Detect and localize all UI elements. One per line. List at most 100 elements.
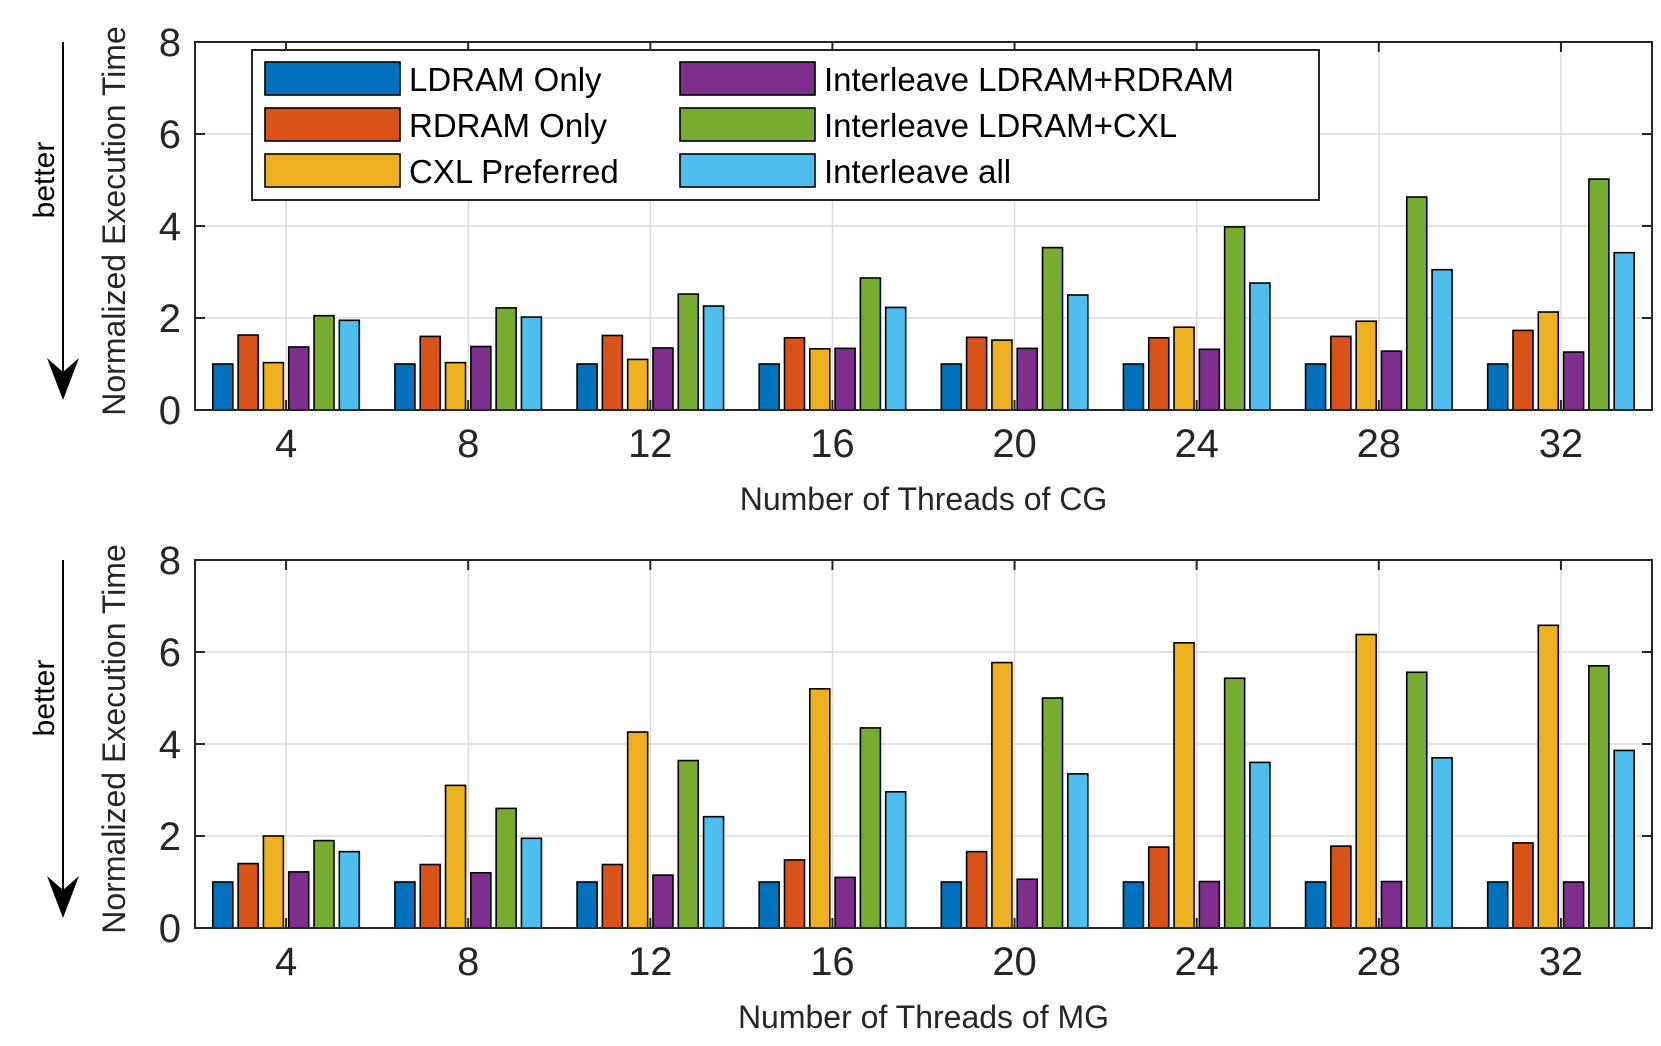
down-arrow-icon [47, 876, 79, 918]
bar-rdram-only-20 [965, 336, 988, 411]
bar-cxl-preferred-28 [1355, 320, 1377, 411]
y-tick-label: 2 [159, 815, 181, 859]
bar-interleave-ldram-cxl-24 [1223, 226, 1246, 411]
x-tick-label: 16 [810, 940, 855, 984]
legend-swatch [679, 153, 816, 188]
bar-interleave-ldram-rdram-20 [1016, 878, 1039, 929]
x-tick-label: 8 [457, 422, 479, 466]
bar-ldram-only-32 [1486, 881, 1509, 929]
legend-swatch [679, 107, 816, 142]
better-annotation: better [28, 660, 61, 737]
legend-label: Interleave LDRAM+CXL [824, 107, 1177, 144]
bar-rdram-only-12 [601, 334, 624, 411]
bar-interleave-ldram-cxl-24 [1223, 677, 1246, 929]
x-tick-label: 12 [628, 940, 673, 984]
bar-interleave-all-16 [884, 791, 907, 929]
y-axis-label: Normalized Execution Time [96, 26, 132, 415]
bar-interleave-all-32 [1613, 251, 1635, 411]
bar-cxl-preferred-20 [991, 339, 1013, 411]
bar-interleave-all-12 [702, 815, 725, 929]
bar-interleave-ldram-cxl-16 [859, 277, 882, 411]
bar-ldram-only-16 [758, 363, 780, 411]
x-tick-label: 32 [1539, 940, 1584, 984]
bar-cxl-preferred-24 [1173, 641, 1195, 929]
x-tick-label: 32 [1539, 422, 1584, 466]
bar-interleave-all-28 [1431, 268, 1453, 411]
bar-interleave-ldram-rdram-12 [652, 874, 674, 929]
bar-interleave-ldram-rdram-4 [287, 871, 310, 929]
bar-rdram-only-24 [1147, 336, 1170, 411]
x-tick-label: 20 [992, 940, 1037, 984]
bar-interleave-ldram-cxl-12 [677, 759, 700, 929]
bar-interleave-ldram-rdram-16 [834, 347, 856, 411]
bar-cxl-preferred-8 [444, 784, 467, 929]
y-tick-label: 6 [159, 631, 181, 675]
legend-label: LDRAM Only [409, 61, 602, 98]
bar-rdram-only-24 [1147, 846, 1170, 929]
legend-label: Interleave LDRAM+RDRAM [824, 61, 1234, 98]
y-tick-label: 8 [159, 21, 181, 65]
x-tick-label: 20 [992, 422, 1037, 466]
bar-ldram-only-24 [1122, 363, 1145, 411]
bar-interleave-all-4 [338, 319, 361, 411]
legend: LDRAM Only RDRAM Only CXL Preferred Interle… [251, 49, 1320, 201]
bar-interleave-ldram-rdram-4 [287, 346, 310, 411]
bar-ldram-only-4 [212, 881, 234, 929]
bar-ldram-only-28 [1304, 881, 1327, 929]
legend-item: RDRAM Only [264, 107, 608, 144]
legend-item: CXL Preferred [264, 153, 619, 190]
y-tick-label: 6 [159, 113, 181, 157]
bar-interleave-ldram-rdram-24 [1198, 880, 1221, 929]
bar-cxl-preferred-12 [626, 358, 649, 411]
y-axis-label: Normalized Execution Time [96, 544, 132, 933]
bar-cxl-preferred-32 [1537, 311, 1560, 411]
bar-rdram-only-28 [1330, 335, 1352, 411]
bar-cxl-preferred-20 [991, 661, 1013, 929]
bar-rdram-only-4 [237, 334, 259, 411]
bar-rdram-only-20 [965, 850, 988, 929]
bar-interleave-all-20 [1067, 294, 1089, 411]
bar-rdram-only-16 [783, 859, 806, 929]
bar-interleave-ldram-rdram-12 [652, 347, 674, 411]
bar-cxl-preferred-4 [262, 835, 285, 929]
better-annotation: better [28, 142, 61, 219]
bar-interleave-ldram-rdram-32 [1562, 351, 1585, 411]
x-tick-label: 24 [1174, 940, 1219, 984]
legend-swatch [264, 107, 401, 142]
bar-cxl-preferred-16 [808, 687, 831, 929]
y-tick-label: 0 [159, 389, 181, 433]
legend-item: Interleave LDRAM+CXL [679, 107, 1177, 144]
bar-interleave-ldram-cxl-20 [1041, 697, 1064, 929]
bar-rdram-only-8 [419, 863, 442, 929]
bar-rdram-only-16 [783, 336, 806, 411]
bar-ldram-only-8 [394, 363, 416, 411]
bar-interleave-ldram-rdram-16 [834, 876, 856, 929]
y-tick-label: 4 [159, 723, 181, 767]
bar-rdram-only-32 [1512, 842, 1534, 929]
bar-ldram-only-16 [758, 881, 780, 929]
bar-interleave-ldram-rdram-8 [470, 345, 492, 411]
bar-interleave-ldram-cxl-28 [1405, 671, 1428, 929]
legend-item: Interleave all [679, 153, 1011, 190]
bar-interleave-ldram-rdram-28 [1380, 350, 1403, 411]
bar-ldram-only-12 [576, 363, 598, 411]
bar-cxl-preferred-28 [1355, 633, 1377, 929]
bar-interleave-ldram-cxl-8 [495, 807, 517, 929]
down-arrow-icon [47, 358, 79, 400]
bar-cxl-preferred-4 [262, 361, 285, 411]
bar-interleave-ldram-cxl-20 [1041, 246, 1064, 411]
bar-interleave-ldram-rdram-28 [1380, 880, 1403, 929]
x-tick-label: 28 [1357, 940, 1402, 984]
bar-ldram-only-24 [1122, 881, 1145, 929]
bar-interleave-ldram-cxl-28 [1405, 196, 1428, 411]
bar-interleave-all-4 [338, 850, 361, 929]
bar-cxl-preferred-32 [1537, 624, 1560, 929]
bar-cxl-preferred-8 [444, 361, 467, 411]
bar-cxl-preferred-16 [808, 348, 831, 411]
bar-interleave-all-8 [520, 316, 543, 411]
bar-interleave-all-28 [1431, 756, 1453, 929]
y-tick-label: 8 [159, 539, 181, 583]
bar-ldram-only-20 [940, 363, 963, 411]
